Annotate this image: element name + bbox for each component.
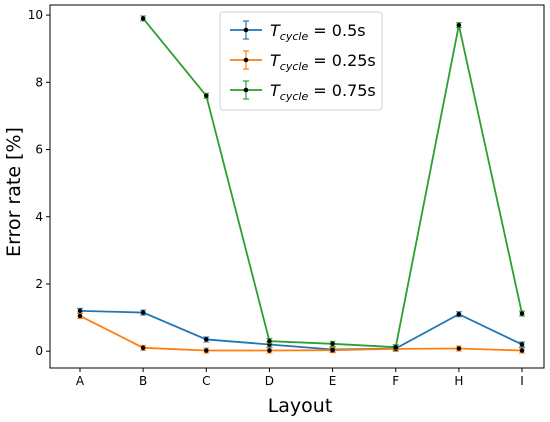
legend-item: Tcycle = 0.25s (230, 50, 376, 73)
data-point (456, 22, 462, 28)
y-tick-label: 10 (28, 8, 43, 22)
data-point (77, 308, 83, 314)
y-axis-ticks: 0 2 4 6 8 10 (28, 8, 50, 358)
legend-marker (243, 87, 249, 93)
legend-marker (243, 27, 249, 33)
data-point (519, 348, 525, 353)
series-line (79, 309, 523, 351)
series-line (79, 315, 523, 352)
data-point (267, 338, 272, 344)
x-tick-label: E (329, 374, 337, 388)
x-tick-label: A (76, 374, 85, 388)
y-tick-label: 6 (35, 143, 43, 157)
data-point (140, 16, 146, 21)
legend-box (219, 11, 383, 111)
data-point (330, 341, 335, 347)
legend-marker (243, 57, 249, 63)
data-point (77, 313, 83, 319)
y-tick-label: 2 (35, 277, 43, 291)
legend: Tcycle = 0.5s Tcycle = 0.25s Tcycle = 0.75… (219, 11, 383, 111)
y-tick-label: 0 (35, 344, 43, 358)
data-point (267, 348, 272, 353)
x-tick-label: F (392, 374, 399, 388)
y-axis-label: Error rate [%] (3, 127, 25, 257)
axes-frame (49, 4, 545, 369)
x-tick-label: I (520, 374, 524, 388)
data-point (140, 310, 146, 315)
x-tick-label: B (139, 374, 147, 388)
data-point (456, 346, 462, 351)
y-tick-label: 4 (35, 210, 43, 224)
series-1 (77, 312, 525, 354)
data-point (203, 93, 209, 99)
data-point (393, 344, 399, 350)
data-point (140, 345, 146, 351)
data-point (203, 348, 209, 353)
legend-label: Tcycle = 0.5s (270, 21, 366, 43)
legend-label: Tcycle = 0.75s (270, 81, 376, 103)
x-tick-label: C (202, 374, 210, 388)
data-point (519, 311, 525, 316)
x-tick-label: H (454, 374, 463, 388)
data-point (456, 311, 462, 317)
series-2 (140, 15, 525, 351)
legend-label: Tcycle = 0.25s (270, 51, 376, 73)
plot-area (49, 4, 545, 369)
x-axis-label: Layout (268, 395, 333, 417)
legend-item: Tcycle = 0.75s (230, 80, 376, 103)
x-tick-label: D (265, 374, 274, 388)
data-point (330, 347, 335, 353)
data-point (519, 342, 525, 347)
legend-item: Tcycle = 0.5s (230, 20, 366, 43)
data-point (203, 337, 209, 342)
y-tick-label: 8 (35, 75, 43, 89)
